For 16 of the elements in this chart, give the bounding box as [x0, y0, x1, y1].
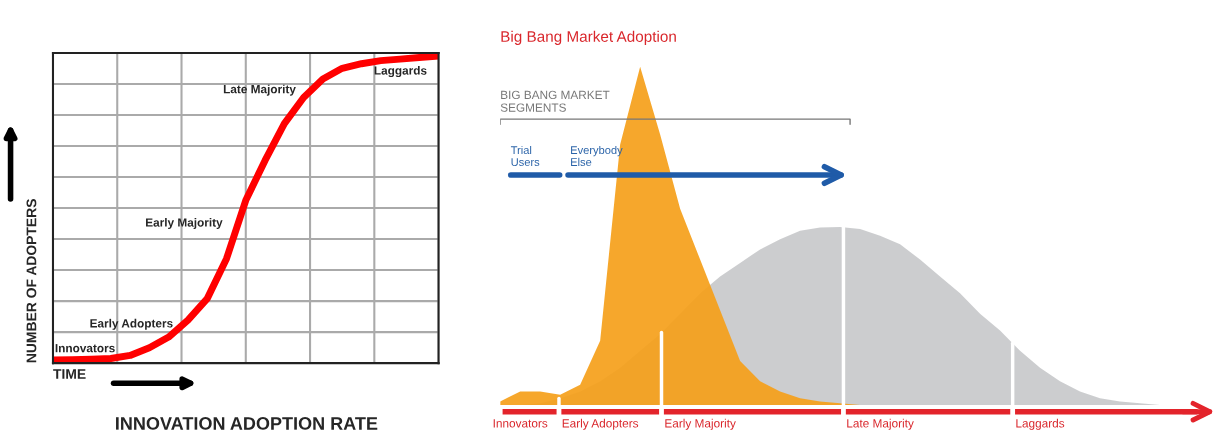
annotation: Early Adopters: [90, 318, 173, 330]
x-axis-title: TIME: [53, 369, 86, 379]
x-tick-label: Early Majority: [665, 418, 736, 430]
annotation: Laggards: [374, 66, 427, 78]
chart-title: Big Bang Market Adoption: [501, 30, 676, 45]
x-tick-label: Innovators: [493, 419, 548, 428]
x-tick-label: Late Majority: [847, 418, 914, 430]
text: INNOVATION ADOPTION RATE: [116, 417, 378, 430]
x-tick-label: Laggards: [1016, 418, 1065, 430]
x-tick-label: Early Adopters: [562, 418, 639, 430]
annotation: BIG BANG MARKET SEGMENTS: [500, 90, 610, 112]
y-axis-title: NUMBER OF ADOPTERS: [26, 199, 37, 363]
annotation: Trial Users: [510, 145, 540, 167]
annotation: Late Majority: [223, 84, 296, 96]
annotation: Innovators: [55, 344, 115, 353]
annotation: Early Majority: [146, 218, 223, 230]
